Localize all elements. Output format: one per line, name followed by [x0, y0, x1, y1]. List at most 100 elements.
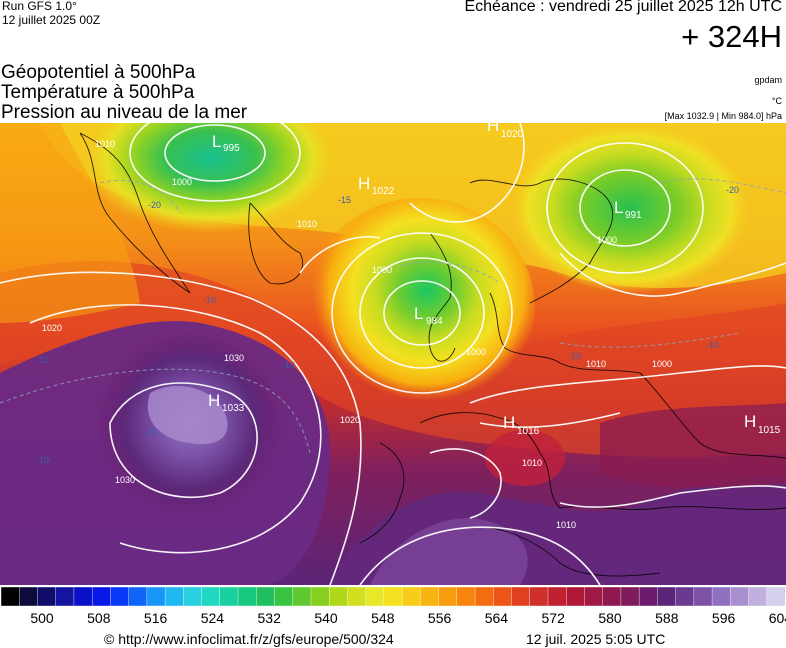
color-scale-tick: 596: [711, 610, 736, 626]
color-scale: [1, 587, 785, 606]
color-scale-swatch: [73, 587, 93, 606]
title-temperature: Température à 500hPa: [1, 82, 195, 103]
color-scale-swatch: [37, 587, 57, 606]
color-scale-swatch: [730, 587, 750, 606]
center-value: 1020: [501, 129, 524, 140]
title-pressure: Pression au niveau de la mer: [1, 102, 248, 123]
color-scale-tick: 540: [314, 610, 338, 626]
temperature-label: -10: [568, 351, 581, 361]
forecast-valid-time: Echéance : vendredi 25 juillet 2025 12h …: [464, 0, 782, 15]
color-scale-tick: 564: [484, 610, 509, 626]
center-value: 1016: [517, 426, 540, 437]
temperature-label: -20: [148, 200, 161, 210]
forecast-lead-time: + 324H: [681, 19, 782, 54]
color-scale-swatch: [146, 587, 166, 606]
center-value: 1015: [758, 425, 781, 436]
color-scale-swatch: [420, 587, 440, 606]
run-date: 12 juillet 2025 00Z: [2, 13, 101, 27]
color-scale-tick: 588: [655, 610, 679, 626]
color-scale-swatch: [55, 587, 75, 606]
color-scale-swatch: [347, 587, 367, 606]
low-center-1: L 995: [212, 132, 240, 154]
color-scale-tick: 548: [371, 610, 395, 626]
source-url: © http://www.infoclimat.fr/z/gfs/europe/…: [104, 631, 394, 647]
isobar-label: 1000: [466, 347, 486, 357]
color-scale-swatch: [438, 587, 458, 606]
color-scale-tick: 580: [598, 610, 622, 626]
center-type: H: [744, 412, 756, 431]
color-scale-swatch: [584, 587, 604, 606]
isobar-label: 1000: [372, 265, 392, 275]
color-scale-swatch: [547, 587, 567, 606]
color-scale-swatch: [711, 587, 731, 606]
color-scale-swatch: [237, 587, 257, 606]
low-center-2: L 991: [614, 198, 642, 221]
color-scale-swatch: [128, 587, 148, 606]
title-geopotential: Géopotentiel à 500hPa: [1, 62, 196, 83]
color-scale-swatch: [474, 587, 494, 606]
color-scale-swatch: [256, 587, 276, 606]
temperature-label: -20: [726, 185, 739, 195]
low-center-3: L 984: [414, 304, 443, 327]
isobar-label: 1000: [597, 235, 617, 245]
center-type: L: [212, 132, 221, 151]
color-scale-swatch: [511, 587, 531, 606]
color-scale-swatch: [183, 587, 203, 606]
color-scale-swatch: [383, 587, 403, 606]
isobar-label: 1020: [340, 415, 360, 425]
color-scale-swatch: [310, 587, 330, 606]
isobar-label: 1010: [586, 359, 606, 369]
color-scale-tick: 532: [257, 610, 281, 626]
center-type: H: [358, 174, 370, 193]
temperature-label: -10: [36, 355, 49, 365]
high-center-2: H 1020: [487, 123, 524, 140]
color-scale-swatch: [292, 587, 312, 606]
isobar-label: 1000: [172, 177, 192, 187]
center-type: L: [614, 198, 623, 217]
color-scale-tick: 516: [143, 610, 168, 626]
isobar-label: 1030: [224, 353, 244, 363]
temperature-label: -15: [144, 427, 157, 437]
temperature-label: -15: [338, 195, 351, 205]
temperature-label: -10: [36, 455, 49, 465]
color-scale-tick: 572: [541, 610, 565, 626]
high-center-3: H 1033: [208, 391, 245, 414]
color-scale-swatch: [620, 587, 640, 606]
weather-map: L 995 H 1022 H 1020 L 991 L 984 H 1033 H…: [0, 123, 786, 585]
isobar-label: 1010: [522, 458, 542, 468]
color-scale-tick: 500: [30, 610, 54, 626]
color-scale-tick: 524: [200, 610, 225, 626]
center-type: L: [414, 304, 423, 323]
color-scale-swatch: [493, 587, 513, 606]
center-value: 995: [223, 143, 240, 154]
color-scale-swatch: [164, 587, 184, 606]
isobar-label: 1010: [297, 219, 317, 229]
color-scale-swatch: [274, 587, 294, 606]
temperature-label: -10: [282, 360, 295, 370]
color-scale-swatch: [638, 587, 658, 606]
temperature-label: -10: [706, 340, 719, 350]
color-scale-swatch: [566, 587, 586, 606]
color-scale-swatch: [693, 587, 713, 606]
high-center-5: H 1015: [744, 412, 781, 436]
center-value: 1022: [372, 186, 395, 197]
color-scale-swatch: [328, 587, 349, 606]
center-type: H: [503, 413, 515, 432]
color-scale-tick: 556: [427, 610, 452, 626]
isobar-label: 1010: [556, 520, 576, 530]
color-scale-swatch: [675, 587, 695, 606]
center-value: 984: [426, 316, 443, 327]
color-scale-swatch: [19, 587, 39, 606]
isobar-label: 1010: [95, 139, 115, 149]
color-scale-swatch: [766, 587, 785, 606]
color-scale-swatch: [1, 587, 20, 606]
unit-pressure-range: [Max 1032.9 | Min 984.0] hPa: [664, 111, 782, 121]
center-value: 991: [625, 210, 642, 221]
color-scale-tick: 604: [768, 610, 786, 626]
color-scale-swatch: [602, 587, 622, 606]
isobar-label: 1000: [652, 359, 672, 369]
color-scale-ticks: 500 508 516 524 532 540 548 556 564 572 580 588 596 6…: [0, 609, 786, 627]
color-scale-tick: 508: [87, 610, 111, 626]
color-scale-swatch: [401, 587, 421, 606]
isobar-label: 1030: [115, 475, 135, 485]
